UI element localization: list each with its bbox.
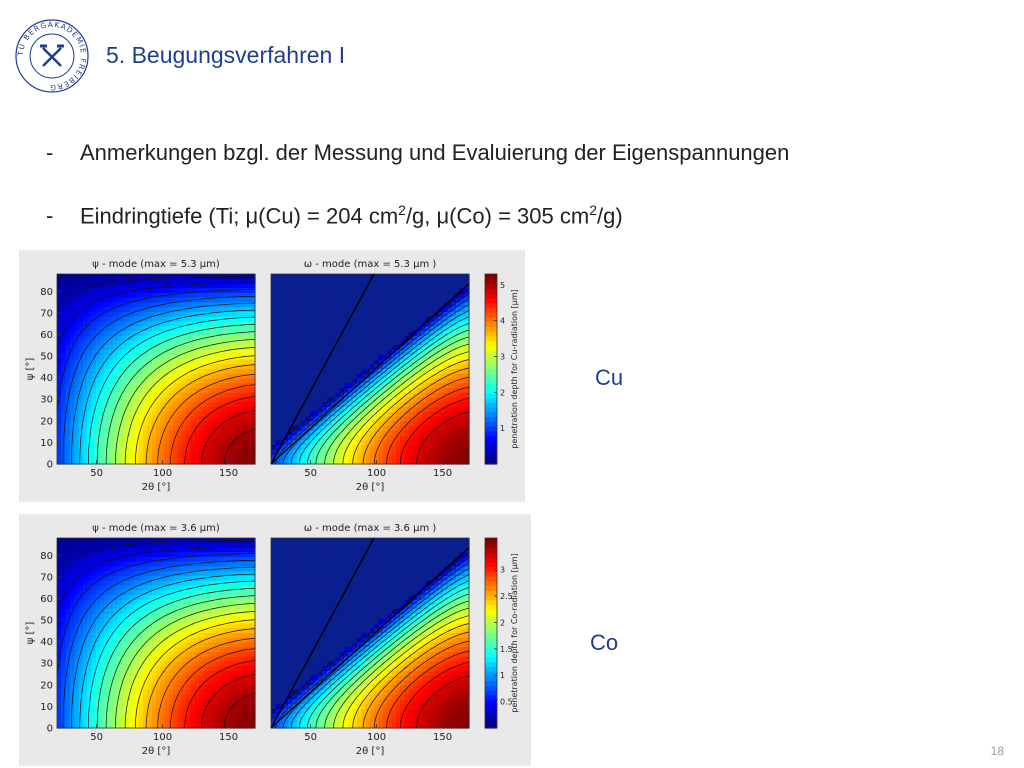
colorbar-tick-label: 5 <box>500 281 505 290</box>
colorbar-tick-label: 2 <box>500 618 505 627</box>
colorbar <box>484 537 498 729</box>
y-tick-label: 30 <box>40 659 53 670</box>
plot-title-omega-mode: ω - mode (max = 3.6 μm ) <box>304 523 437 534</box>
page-number: 18 <box>990 744 1004 758</box>
penetration-depth-figure-co: ψ - mode (max = 3.6 μm) ω - mode (max = 3… <box>25 523 519 757</box>
y-tick-label: 80 <box>40 551 53 562</box>
x-tick-label: 100 <box>153 468 172 479</box>
y-tick-label: 80 <box>40 287 53 298</box>
y-tick-label: 70 <box>40 308 53 319</box>
y-tick-label: 20 <box>40 680 53 691</box>
bullet-item-penetration-depth: - Eindringtiefe (Ti; μ(Cu) = 204 cm2/g, μ… <box>46 202 623 229</box>
label-cu: Cu <box>595 365 624 390</box>
x-tick-label: 50 <box>90 468 103 479</box>
plot-title-psi-mode: ψ - mode (max = 5.3 μm) <box>92 259 220 270</box>
page-title: 5. Beugungsverfahren I <box>106 42 346 68</box>
colorbar-tick-label: 1 <box>500 424 505 433</box>
colorbar-tick-label: 1 <box>500 671 505 680</box>
x-axis-label: 2θ [°] <box>142 482 171 493</box>
x-tick-label: 150 <box>433 468 452 479</box>
x-tick-label: 100 <box>153 732 172 743</box>
y-tick-label: 20 <box>40 416 53 427</box>
y-tick-label: 60 <box>40 330 53 341</box>
y-axis-label: ψ [°] <box>25 622 36 645</box>
y-tick-label: 60 <box>40 594 53 605</box>
y-tick-label: 0 <box>47 460 53 471</box>
x-tick-label: 150 <box>433 732 452 743</box>
y-tick-label: 50 <box>40 352 53 363</box>
x-tick-label: 150 <box>219 732 238 743</box>
label-co: Co <box>590 630 619 655</box>
colorbar-label: penetration depth for Cu-radiation [μm] <box>510 289 519 449</box>
colorbar-tick-label: 4 <box>500 317 505 326</box>
y-tick-label: 50 <box>40 616 53 627</box>
x-axis-label: 2θ [°] <box>142 746 171 757</box>
figure-cu: ψ - mode (max = 5.3 μm) ω - mode (max = 5… <box>19 250 525 502</box>
y-tick-label: 70 <box>40 572 53 583</box>
y-tick-label: 10 <box>40 702 53 713</box>
colorbar-label: penetration depth for Co-radiation [μm] <box>510 553 519 712</box>
x-tick-label: 100 <box>367 732 386 743</box>
university-logo: TU BERGAKADEMIE FREIBERG <box>15 19 89 93</box>
y-tick-label: 30 <box>40 395 53 406</box>
colorbar <box>484 273 498 465</box>
x-tick-label: 50 <box>304 468 317 479</box>
colorbar-tick-label: 1.5 <box>500 645 513 654</box>
x-tick-label: 100 <box>367 468 386 479</box>
colorbar-tick-label: 2.5 <box>500 592 513 601</box>
y-tick-label: 0 <box>47 724 53 735</box>
colorbar-tick-label: 2 <box>500 388 505 397</box>
y-axis-label: ψ [°] <box>25 358 36 381</box>
penetration-depth-figure-cu: ψ - mode (max = 5.3 μm) ω - mode (max = 5… <box>25 259 519 493</box>
x-tick-label: 50 <box>304 732 317 743</box>
x-axis-label: 2θ [°] <box>356 482 385 493</box>
y-tick-label: 40 <box>40 637 53 648</box>
x-axis-label: 2θ [°] <box>356 746 385 757</box>
figure-co: ψ - mode (max = 3.6 μm) ω - mode (max = 3… <box>19 514 531 766</box>
y-tick-label: 10 <box>40 438 53 449</box>
colorbar-tick-label: 3 <box>500 352 505 361</box>
plot-title-psi-mode: ψ - mode (max = 3.6 μm) <box>92 523 220 534</box>
x-tick-label: 150 <box>219 468 238 479</box>
colorbar-tick-label: 3 <box>500 566 505 575</box>
x-tick-label: 50 <box>90 732 103 743</box>
plot-title-omega-mode: ω - mode (max = 5.3 μm ) <box>304 259 437 270</box>
y-tick-label: 40 <box>40 373 53 384</box>
bullet-item-measurement: - Anmerkungen bzgl. der Messung und Evalu… <box>46 140 790 165</box>
colorbar-tick-label: 0.5 <box>500 698 513 707</box>
